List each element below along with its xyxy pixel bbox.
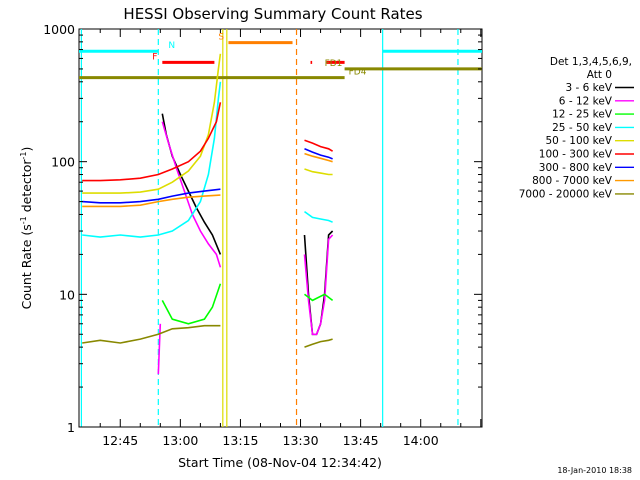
series-line-50-100-kev	[82, 53, 222, 194]
chart-title: HESSI Observing Summary Count Rates	[123, 5, 422, 23]
legend-header-2: Att 0	[587, 69, 612, 81]
y-tick-label: 1000	[43, 22, 75, 37]
series-line-12-25-kev	[304, 293, 334, 302]
x-tick-label: 13:45	[343, 433, 379, 448]
footer-timestamp: 18-Jan-2010 18:38	[557, 466, 632, 475]
legend-label: 6 - 12 keV	[559, 95, 613, 107]
y-tick-label: 1	[67, 420, 75, 435]
series-line-12-25-kev	[161, 283, 222, 325]
y-axis-label-sup2: -1	[19, 152, 28, 160]
series-line-6-12-kev	[157, 323, 162, 375]
x-tick-label: 13:15	[222, 433, 258, 448]
legend-label: 12 - 25 keV	[552, 109, 613, 121]
legend-label: 800 - 7000 keV	[532, 175, 613, 187]
x-tick-label: 13:30	[283, 433, 319, 448]
series-line-300-800-kev	[304, 148, 333, 160]
y-axis-label-mid: detector	[19, 159, 34, 217]
series-line-7000-20000-kev	[304, 338, 333, 348]
series-line-300-800-kev	[82, 188, 221, 204]
legend-label: 300 - 800 keV	[539, 162, 613, 174]
series-line-50-100-kev	[304, 168, 333, 176]
y-axis-label-main: Count Rate (s	[19, 224, 34, 309]
x-axis-label: Start Time (08-Nov-04 12:34:42)	[178, 455, 382, 470]
axes: 1 10 100 1000 12:45 13:00 13:15 13:30 13:45 14:00	[43, 22, 482, 448]
series-line-100-300-kev	[82, 102, 222, 182]
flag-label-n: N	[168, 41, 175, 51]
series-line-800-7000-kev	[304, 152, 333, 163]
series-line-100-300-kev	[304, 139, 334, 152]
legend-label: 3 - 6 keV	[565, 82, 612, 94]
series-line-25-50-kev	[304, 210, 333, 223]
x-tick-label: 13:00	[162, 433, 198, 448]
y-axis-label-end: )	[19, 147, 34, 152]
series-line-800-7000-kev	[82, 194, 221, 208]
flag-label-f: F	[152, 52, 157, 62]
y-tick-label: 10	[59, 287, 75, 302]
flag-label-fd1: FD1	[325, 59, 343, 69]
plot-content: N F S FD1 FD4	[79, 29, 482, 427]
series-line-3-6-kev	[161, 113, 222, 255]
y-axis-label-sup1: -1	[19, 216, 28, 224]
legend-label: 50 - 100 keV	[545, 135, 612, 147]
series-line-25-50-kev	[82, 81, 222, 238]
plot-frame	[78, 28, 483, 428]
series-line-7000-20000-kev	[82, 324, 221, 344]
legend-label: 100 - 300 keV	[539, 149, 613, 161]
legend-header-1: Det 1,3,4,5,6,9,	[550, 56, 632, 68]
flag-label-fd4: FD4	[349, 68, 367, 78]
y-axis-label: Count Rate (s-1 detector-1)	[19, 147, 34, 310]
series-line-6-12-kev	[161, 121, 222, 268]
flag-label-s: S	[218, 33, 224, 43]
legend-label: 7000 - 20000 keV	[519, 188, 613, 200]
x-tick-label: 14:00	[403, 433, 439, 448]
series-line-6-12-kev	[303, 234, 334, 336]
y-tick-label: 100	[51, 155, 75, 170]
x-tick-label: 12:45	[102, 433, 138, 448]
legend-label: 25 - 50 keV	[552, 122, 613, 134]
